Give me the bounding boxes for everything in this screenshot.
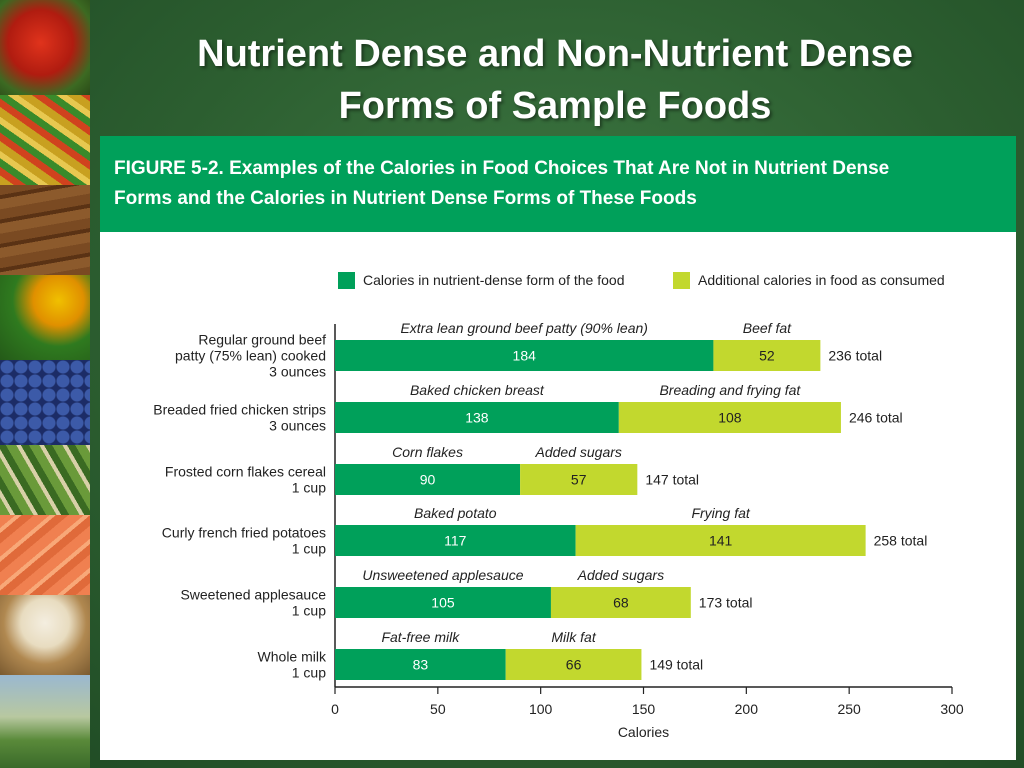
bar-value-additional: 52 bbox=[759, 348, 775, 364]
bar-total-label: 246 total bbox=[849, 410, 903, 426]
category-label-line: 1 cup bbox=[292, 480, 326, 496]
segment-name-nutrient-dense: Corn flakes bbox=[392, 444, 463, 460]
bar-nutrient-dense bbox=[335, 464, 521, 495]
segment-name-nutrient-dense: Baked chicken breast bbox=[410, 382, 545, 398]
segment-name-additional: Breading and frying fat bbox=[659, 382, 801, 398]
category-label-line: 1 cup bbox=[292, 603, 326, 619]
vegetable-salad-photo bbox=[0, 95, 90, 185]
category-label-line: patty (75% lean) cooked bbox=[175, 348, 326, 364]
bar-value-nutrient-dense: 184 bbox=[513, 348, 537, 364]
segment-name-nutrient-dense: Fat-free milk bbox=[381, 629, 460, 645]
legend-swatch-additional bbox=[673, 272, 690, 289]
segment-name-additional: Added sugars bbox=[577, 567, 664, 583]
segment-name-nutrient-dense: Baked potato bbox=[414, 505, 497, 521]
category-label-line: Frosted corn flakes cereal bbox=[165, 464, 326, 480]
bar-total-label: 149 total bbox=[649, 657, 703, 673]
category-label-line: Sweetened applesauce bbox=[180, 587, 326, 603]
segment-name-additional: Beef fat bbox=[743, 320, 792, 336]
bar-nutrient-dense bbox=[335, 340, 714, 371]
x-tick-label: 0 bbox=[331, 701, 339, 717]
slide-title-line-1: Nutrient Dense and Non-Nutrient Dense bbox=[197, 33, 913, 75]
legend-label-nutrient-dense: Calories in nutrient-dense form of the f… bbox=[363, 272, 624, 288]
figure-caption-banner: FIGURE 5-2. Examples of the Calories in … bbox=[100, 136, 1016, 232]
bar-additional-calories bbox=[550, 587, 691, 618]
bar-additional-calories bbox=[520, 464, 638, 495]
segment-name-nutrient-dense: Unsweetened applesauce bbox=[362, 567, 523, 583]
pepper-broccoli-photo bbox=[0, 275, 90, 360]
bar-value-additional: 108 bbox=[718, 410, 742, 426]
segment-name-additional: Added sugars bbox=[535, 444, 622, 460]
bar-value-nutrient-dense: 83 bbox=[413, 657, 429, 673]
salad-photo bbox=[0, 445, 90, 515]
slide-title: Nutrient Dense and Non-Nutrient Dense Fo… bbox=[100, 28, 1010, 132]
bar-nutrient-dense bbox=[335, 525, 576, 556]
category-label-line: Whole milk bbox=[258, 649, 327, 665]
category-label-line: Curly french fried potatoes bbox=[162, 525, 326, 541]
bar-nutrient-dense bbox=[335, 402, 619, 433]
x-axis-title: Calories bbox=[618, 724, 669, 740]
figure-caption-line-1: FIGURE 5-2. Examples of the Calories in … bbox=[114, 158, 890, 179]
bar-total-label: 236 total bbox=[828, 348, 882, 364]
segment-name-additional: Frying fat bbox=[691, 505, 750, 521]
bar-additional-calories bbox=[575, 525, 866, 556]
category-label-line: Regular ground beef bbox=[198, 332, 326, 348]
bar-value-nutrient-dense: 117 bbox=[444, 533, 467, 549]
legend-swatch-nutrient-dense bbox=[338, 272, 355, 289]
category-label-line: 3 ounces bbox=[269, 364, 326, 380]
yogurt-granola-photo bbox=[0, 595, 90, 675]
blueberries-photo bbox=[0, 360, 90, 445]
x-tick-label: 250 bbox=[837, 701, 861, 717]
category-label-line: 3 ounces bbox=[269, 418, 326, 434]
bar-nutrient-dense bbox=[335, 587, 551, 618]
x-tick-label: 100 bbox=[529, 701, 553, 717]
legend-label-additional: Additional calories in food as consumed bbox=[698, 272, 945, 288]
bar-value-additional: 68 bbox=[613, 595, 629, 611]
segment-name-nutrient-dense: Extra lean ground beef patty (90% lean) bbox=[400, 320, 648, 336]
bar-total-label: 173 total bbox=[699, 595, 753, 611]
salmon-photo bbox=[0, 515, 90, 595]
category-label-line: 1 cup bbox=[292, 665, 326, 681]
bar-value-nutrient-dense: 105 bbox=[431, 595, 455, 611]
category-label-line: 1 cup bbox=[292, 541, 326, 557]
bar-value-additional: 57 bbox=[571, 472, 587, 488]
bar-additional-calories bbox=[618, 402, 841, 433]
bread-photo bbox=[0, 185, 90, 275]
category-label-line: Breaded fried chicken strips bbox=[153, 402, 326, 418]
x-tick-label: 50 bbox=[430, 701, 446, 717]
stacked-bar-chart: Calories in nutrient-dense form of the f… bbox=[153, 272, 964, 740]
bar-total-label: 147 total bbox=[645, 472, 699, 488]
x-tick-label: 200 bbox=[735, 701, 759, 717]
bar-value-nutrient-dense: 90 bbox=[420, 472, 436, 488]
family-playing-photo bbox=[0, 675, 90, 768]
figure-panel: FIGURE 5-2. Examples of the Calories in … bbox=[100, 136, 1016, 760]
x-tick-label: 150 bbox=[632, 701, 656, 717]
bar-value-additional: 141 bbox=[709, 533, 733, 549]
slide-title-line-2: Forms of Sample Foods bbox=[338, 85, 772, 127]
bar-nutrient-dense bbox=[335, 649, 506, 680]
figure-caption-line-2: Forms and the Calories in Nutrient Dense… bbox=[114, 188, 697, 209]
x-tick-label: 300 bbox=[940, 701, 964, 717]
bar-total-label: 258 total bbox=[874, 533, 928, 549]
bar-additional-calories bbox=[713, 340, 821, 371]
segment-name-additional: Milk fat bbox=[551, 629, 596, 645]
bar-additional-calories bbox=[505, 649, 642, 680]
tomato-photo bbox=[0, 0, 90, 95]
bar-value-nutrient-dense: 138 bbox=[465, 410, 489, 426]
bar-value-additional: 66 bbox=[566, 657, 582, 673]
food-photo-strip bbox=[0, 0, 90, 768]
